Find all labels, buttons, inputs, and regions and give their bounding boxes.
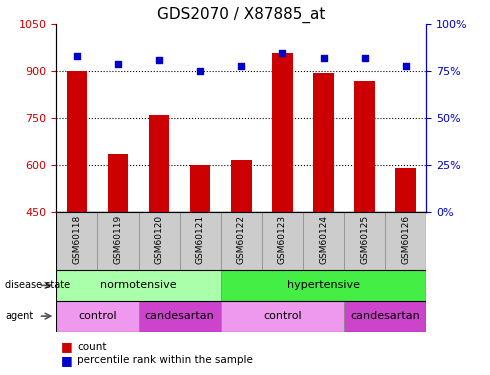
- Text: control: control: [263, 311, 302, 321]
- Text: GSM60126: GSM60126: [401, 215, 410, 264]
- Text: GSM60123: GSM60123: [278, 215, 287, 264]
- Point: [238, 63, 245, 69]
- Point: [155, 57, 163, 63]
- Bar: [67, 71, 87, 212]
- Bar: [354, 81, 375, 212]
- Bar: [98, 212, 139, 270]
- Bar: [221, 270, 426, 301]
- Bar: [272, 53, 293, 212]
- Bar: [231, 160, 251, 212]
- Bar: [344, 212, 385, 270]
- Text: disease state: disease state: [5, 280, 70, 290]
- Text: GSM60122: GSM60122: [237, 215, 246, 264]
- Text: GSM60125: GSM60125: [360, 215, 369, 264]
- Bar: [221, 212, 262, 270]
- Title: GDS2070 / X87885_at: GDS2070 / X87885_at: [157, 7, 325, 23]
- Bar: [190, 165, 211, 212]
- Bar: [139, 212, 180, 270]
- Bar: [221, 301, 344, 332]
- Text: candesartan: candesartan: [350, 311, 420, 321]
- Bar: [180, 212, 221, 270]
- Bar: [262, 212, 303, 270]
- Point: [361, 55, 368, 61]
- Text: agent: agent: [5, 311, 33, 321]
- Bar: [56, 212, 98, 270]
- Text: percentile rank within the sample: percentile rank within the sample: [77, 356, 253, 365]
- Bar: [313, 73, 334, 212]
- Point: [196, 68, 204, 74]
- Text: ■: ■: [61, 354, 73, 367]
- Point: [319, 55, 327, 61]
- Text: normotensive: normotensive: [100, 280, 177, 290]
- Text: hypertensive: hypertensive: [287, 280, 360, 290]
- Bar: [395, 168, 416, 212]
- Text: GSM60121: GSM60121: [196, 215, 205, 264]
- Text: GSM60120: GSM60120: [155, 215, 164, 264]
- Bar: [56, 301, 139, 332]
- Bar: [56, 270, 221, 301]
- Text: candesartan: candesartan: [145, 311, 215, 321]
- Bar: [385, 212, 426, 270]
- Text: control: control: [78, 311, 117, 321]
- Bar: [344, 301, 426, 332]
- Point: [73, 53, 81, 59]
- Text: count: count: [77, 342, 106, 351]
- Text: GSM60124: GSM60124: [319, 215, 328, 264]
- Text: GSM60119: GSM60119: [114, 215, 122, 264]
- Bar: [149, 115, 170, 212]
- Point: [114, 61, 122, 67]
- Point: [402, 63, 410, 69]
- Point: [278, 50, 286, 55]
- Text: GSM60118: GSM60118: [73, 215, 81, 264]
- Bar: [139, 301, 221, 332]
- Bar: [303, 212, 344, 270]
- Text: ■: ■: [61, 340, 73, 353]
- Bar: [108, 154, 128, 212]
